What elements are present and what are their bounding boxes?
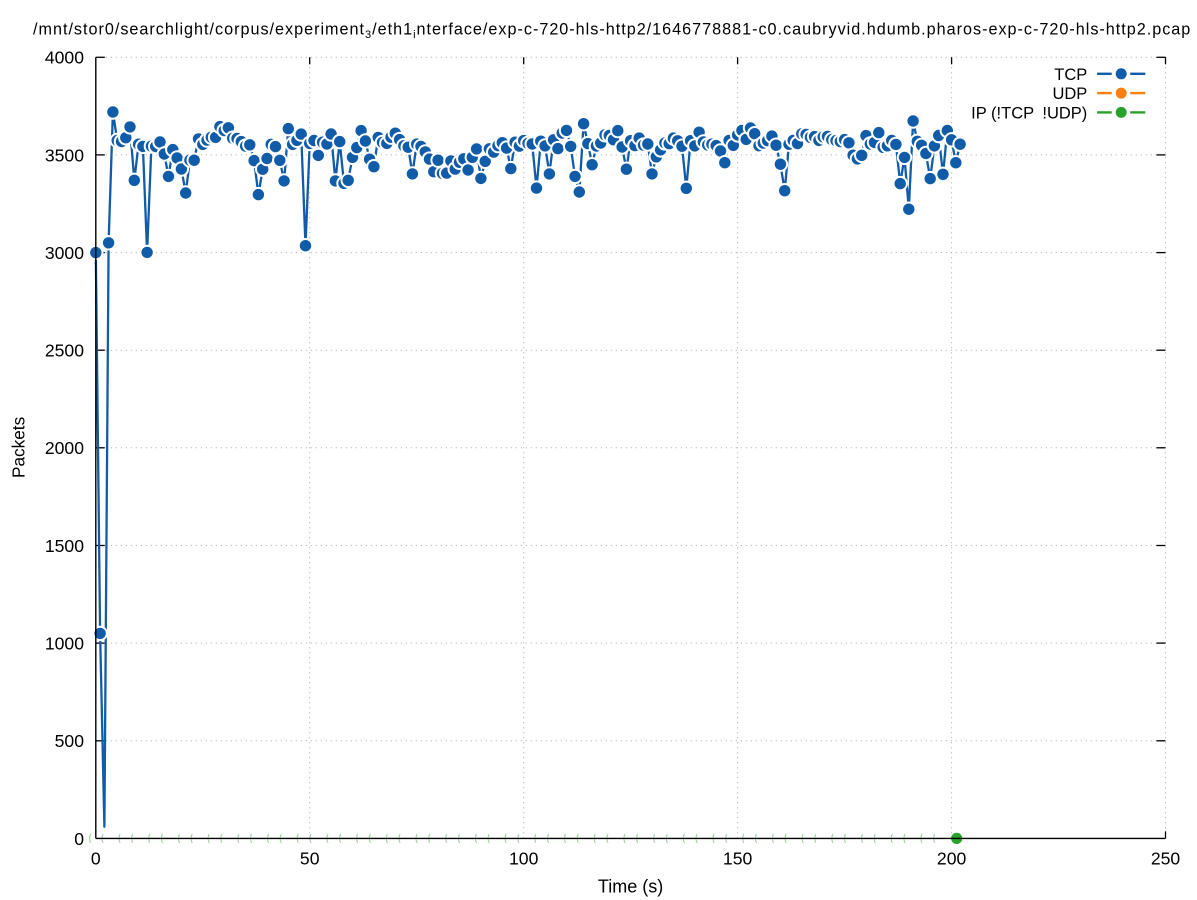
svg-text:100: 100 xyxy=(509,848,539,868)
svg-text:4000: 4000 xyxy=(45,48,84,68)
svg-text:3500: 3500 xyxy=(45,145,84,165)
svg-text:200: 200 xyxy=(937,848,967,868)
svg-text:0: 0 xyxy=(91,848,101,868)
svg-text:2000: 2000 xyxy=(45,438,84,458)
svg-text:2500: 2500 xyxy=(45,341,84,361)
svg-text:1500: 1500 xyxy=(45,536,84,556)
svg-text:UDP: UDP xyxy=(1052,85,1087,103)
svg-text:IP (!TCP !UDP): IP (!TCP !UDP) xyxy=(971,104,1087,122)
svg-text:/mnt/stor0/searchlight/corpus/: /mnt/stor0/searchlight/corpus/experiment… xyxy=(33,21,1191,41)
svg-text:150: 150 xyxy=(723,848,753,868)
svg-text:Packets: Packets xyxy=(9,417,29,478)
svg-text:50: 50 xyxy=(300,848,320,868)
svg-text:TCP: TCP xyxy=(1054,66,1087,84)
svg-text:1000: 1000 xyxy=(45,634,84,654)
svg-text:0: 0 xyxy=(74,829,84,849)
svg-text:Time (s): Time (s) xyxy=(598,877,663,897)
svg-text:500: 500 xyxy=(55,731,85,751)
svg-text:250: 250 xyxy=(1151,848,1181,868)
svg-text:3000: 3000 xyxy=(45,243,84,263)
